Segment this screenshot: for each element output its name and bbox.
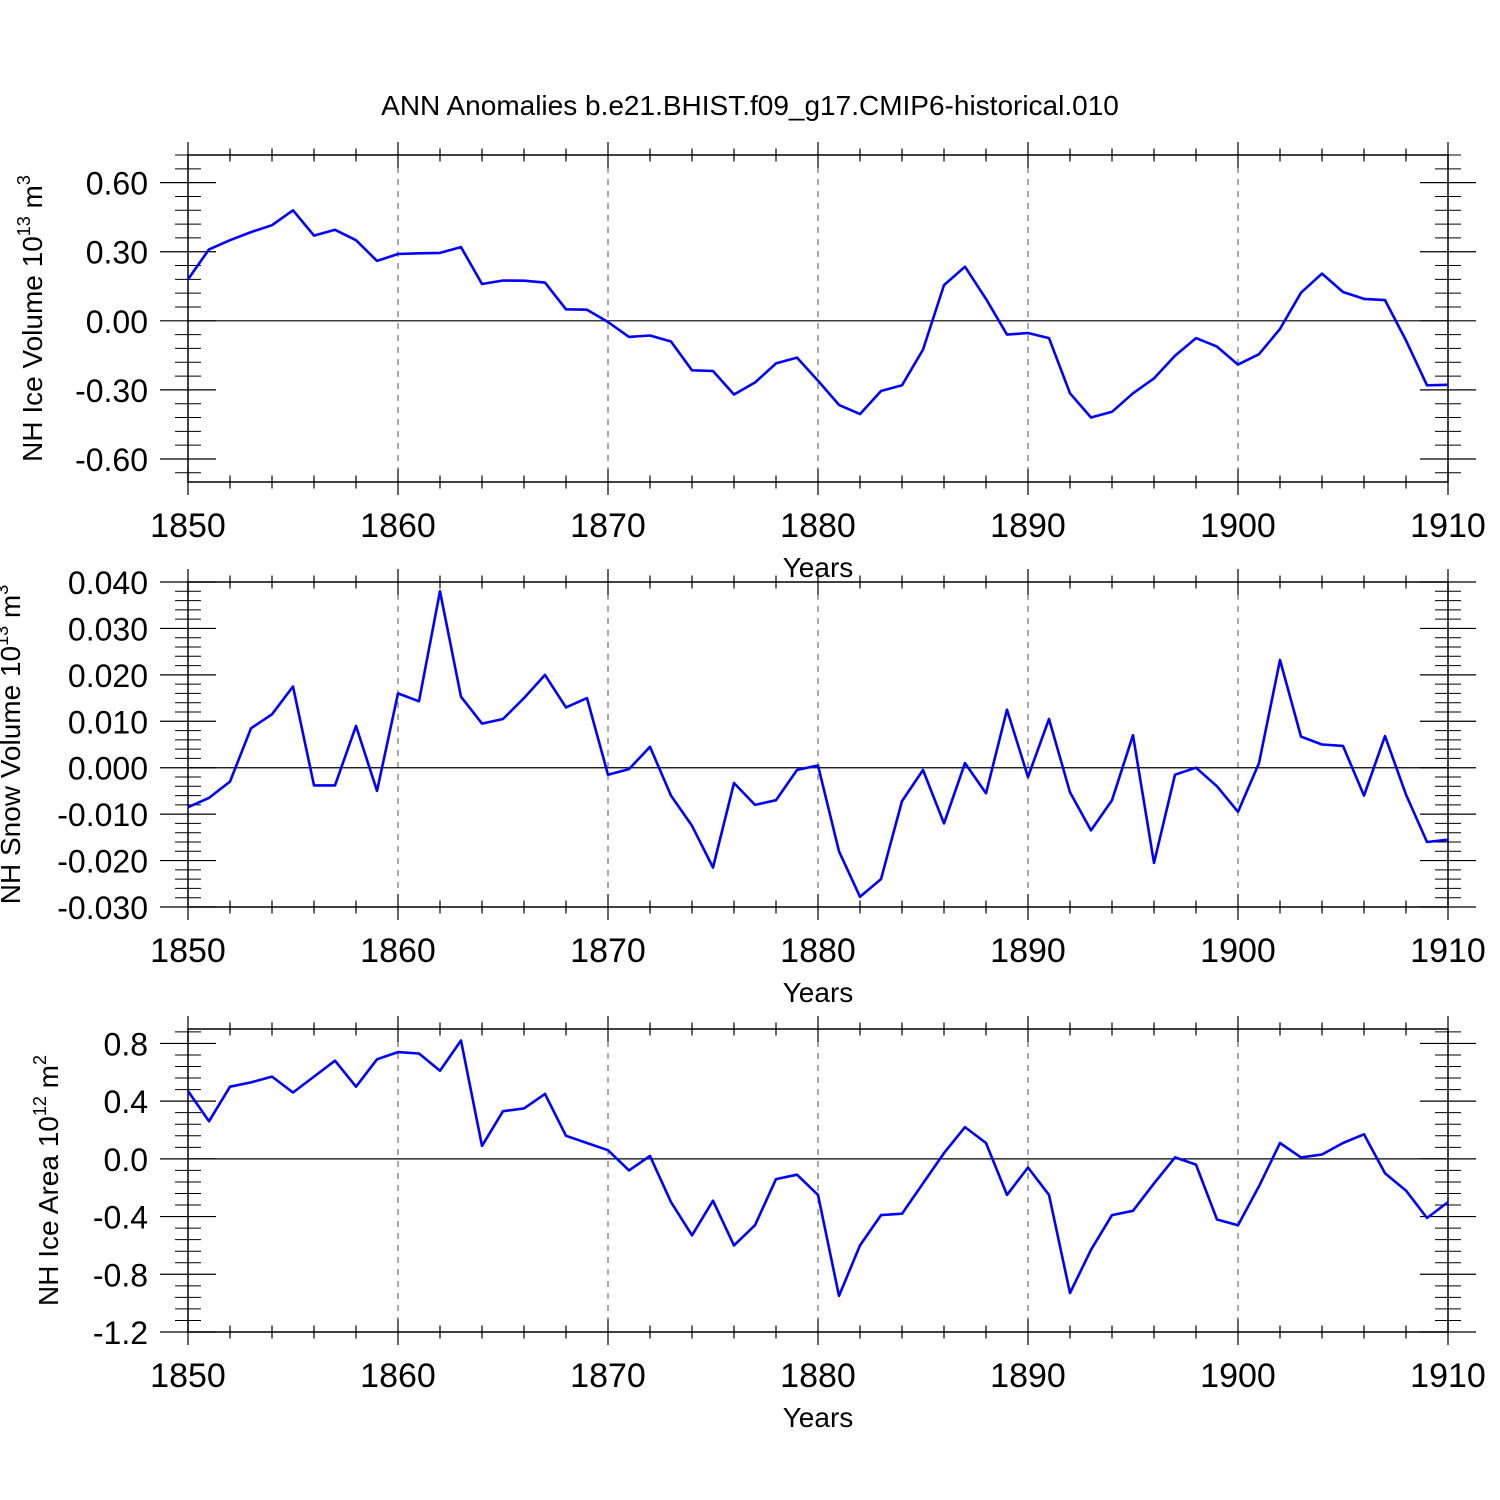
- x-tick-label-1900: 1900: [1200, 507, 1276, 545]
- grid-lines: [397, 1029, 1239, 1332]
- y-tick-labels: -0.030 -0.020 -0.010 0.000 0.010 0.020 0.030 0.…: [57, 565, 148, 926]
- x-tick-label-1900: 1900: [1200, 932, 1276, 970]
- plot-frame: [187, 154, 1449, 483]
- y-axis-label: NH Ice Area 1012 m2: [30, 1055, 64, 1306]
- y-axis-label-unit-exponent: 3: [0, 585, 12, 595]
- x-tick-labels: 1850 1860 1870 1880 1890 1900 1910: [150, 507, 1486, 545]
- x-tick-label-1880: 1880: [780, 507, 856, 545]
- x-tick-labels: 1850 1860 1870 1880 1890 1900 1910: [150, 1357, 1486, 1395]
- panel-snow-volume: 1850 1860 1870 1880 1890 1900 1910 -0.030 -0.02…: [0, 565, 1486, 1008]
- y-axis-label-unit: m: [33, 1065, 64, 1096]
- x-tick-label-1870: 1870: [570, 932, 646, 970]
- series-line: [187, 589, 1449, 899]
- x-axis-label: Years: [783, 977, 854, 1008]
- x-tick-label-1910: 1910: [1410, 507, 1486, 545]
- y-tick-label-0-8: 0.8: [104, 1026, 148, 1062]
- x-tick-label-1890: 1890: [990, 932, 1066, 970]
- data-line: [186, 209, 1449, 419]
- plot-frame: [187, 1028, 1449, 1333]
- panel-ice-area: 1850 1860 1870 1880 1890 1900 1910 -1.2 -0.8 -0.…: [30, 1016, 1486, 1433]
- data-line: [186, 1039, 1449, 1298]
- y-axis-label-unit-exponent: 2: [30, 1055, 50, 1065]
- x-tick-label-1850: 1850: [150, 1357, 226, 1395]
- x-tick-label-1860: 1860: [360, 1357, 436, 1395]
- y-tick-label-0-3: 0.30: [86, 235, 148, 271]
- x-tick-label-1910: 1910: [1410, 1357, 1486, 1395]
- x-tick-label-1870: 1870: [570, 1357, 646, 1395]
- y-tick-label-neg-0-01: -0.010: [57, 797, 148, 833]
- panel-ice-volume: 1850 1860 1870 1880 1890 1900 1910 -0.60 -0.30 0…: [14, 142, 1486, 583]
- y-tick-label-neg-0-6: -0.60: [75, 442, 148, 478]
- x-tick-label-1890: 1890: [990, 1357, 1066, 1395]
- y-axis-label-unit: m: [17, 185, 48, 216]
- x-tick-label-1850: 1850: [150, 507, 226, 545]
- y-tick-label-0-6: 0.60: [86, 166, 148, 202]
- y-tick-label-neg-0-03: -0.030: [57, 890, 148, 926]
- data-line: [187, 589, 1449, 899]
- y-tick-label-0-03: 0.030: [68, 611, 148, 647]
- x-tick-label-1860: 1860: [360, 932, 436, 970]
- x-tick-label-1910: 1910: [1410, 932, 1486, 970]
- y-axis-label-text: NH Snow Volume 10: [0, 646, 26, 904]
- y-axis-label-exponent: 13: [14, 216, 34, 236]
- y-tick-label-0: 0.00: [86, 304, 148, 340]
- x-tick-labels: 1850 1860 1870 1880 1890 1900 1910: [150, 932, 1486, 970]
- y-tick-label-neg-0-8: -0.8: [93, 1257, 148, 1293]
- y-tick-label-neg-1-2: -1.2: [93, 1315, 148, 1351]
- y-tick-labels: -0.60 -0.30 0.00 0.30 0.60: [75, 166, 148, 478]
- y-tick-label-0-01: 0.010: [68, 704, 148, 740]
- x-tick-label-1900: 1900: [1200, 1357, 1276, 1395]
- x-tick-label-1890: 1890: [990, 507, 1066, 545]
- y-axis-label-exponent: 13: [0, 626, 12, 646]
- y-tick-label-0: 0.0: [104, 1142, 148, 1178]
- y-axis-label-unit-exponent: 3: [14, 175, 34, 185]
- y-axis-label: NH Snow Volume 1013 m3: [0, 585, 26, 905]
- x-tick-label-1880: 1880: [780, 932, 856, 970]
- y-axis-label-text: NH Ice Volume 10: [17, 236, 48, 462]
- y-tick-label-0-4: 0.4: [104, 1084, 148, 1120]
- x-tick-label-1850: 1850: [150, 932, 226, 970]
- x-tick-label-1880: 1880: [780, 1357, 856, 1395]
- y-tick-label-neg-0-3: -0.30: [75, 373, 148, 409]
- y-tick-label-0: 0.000: [68, 751, 148, 787]
- y-tick-label-0-02: 0.020: [68, 658, 148, 694]
- y-tick-label-0-04: 0.040: [68, 565, 148, 601]
- series-line: [186, 1039, 1449, 1298]
- y-axis-label: NH Ice Volume 1013 m3: [14, 175, 48, 462]
- y-axis-label-exponent: 12: [30, 1096, 50, 1116]
- x-axis-label: Years: [783, 1402, 854, 1433]
- series-line: [186, 209, 1449, 419]
- figure-title: ANN Anomalies b.e21.BHIST.f09_g17.CMIP6-…: [381, 90, 1119, 121]
- x-tick-label-1860: 1860: [360, 507, 436, 545]
- y-tick-label-neg-0-4: -0.4: [93, 1200, 148, 1236]
- y-axis-label-unit: m: [0, 595, 26, 626]
- plot-frame: [187, 581, 1449, 908]
- y-tick-label-neg-0-02: -0.020: [57, 844, 148, 880]
- y-tick-labels: -1.2 -0.8 -0.4 0.0 0.4 0.8: [93, 1026, 148, 1351]
- x-tick-label-1870: 1870: [570, 507, 646, 545]
- y-axis-label-text: NH Ice Area 10: [33, 1116, 64, 1306]
